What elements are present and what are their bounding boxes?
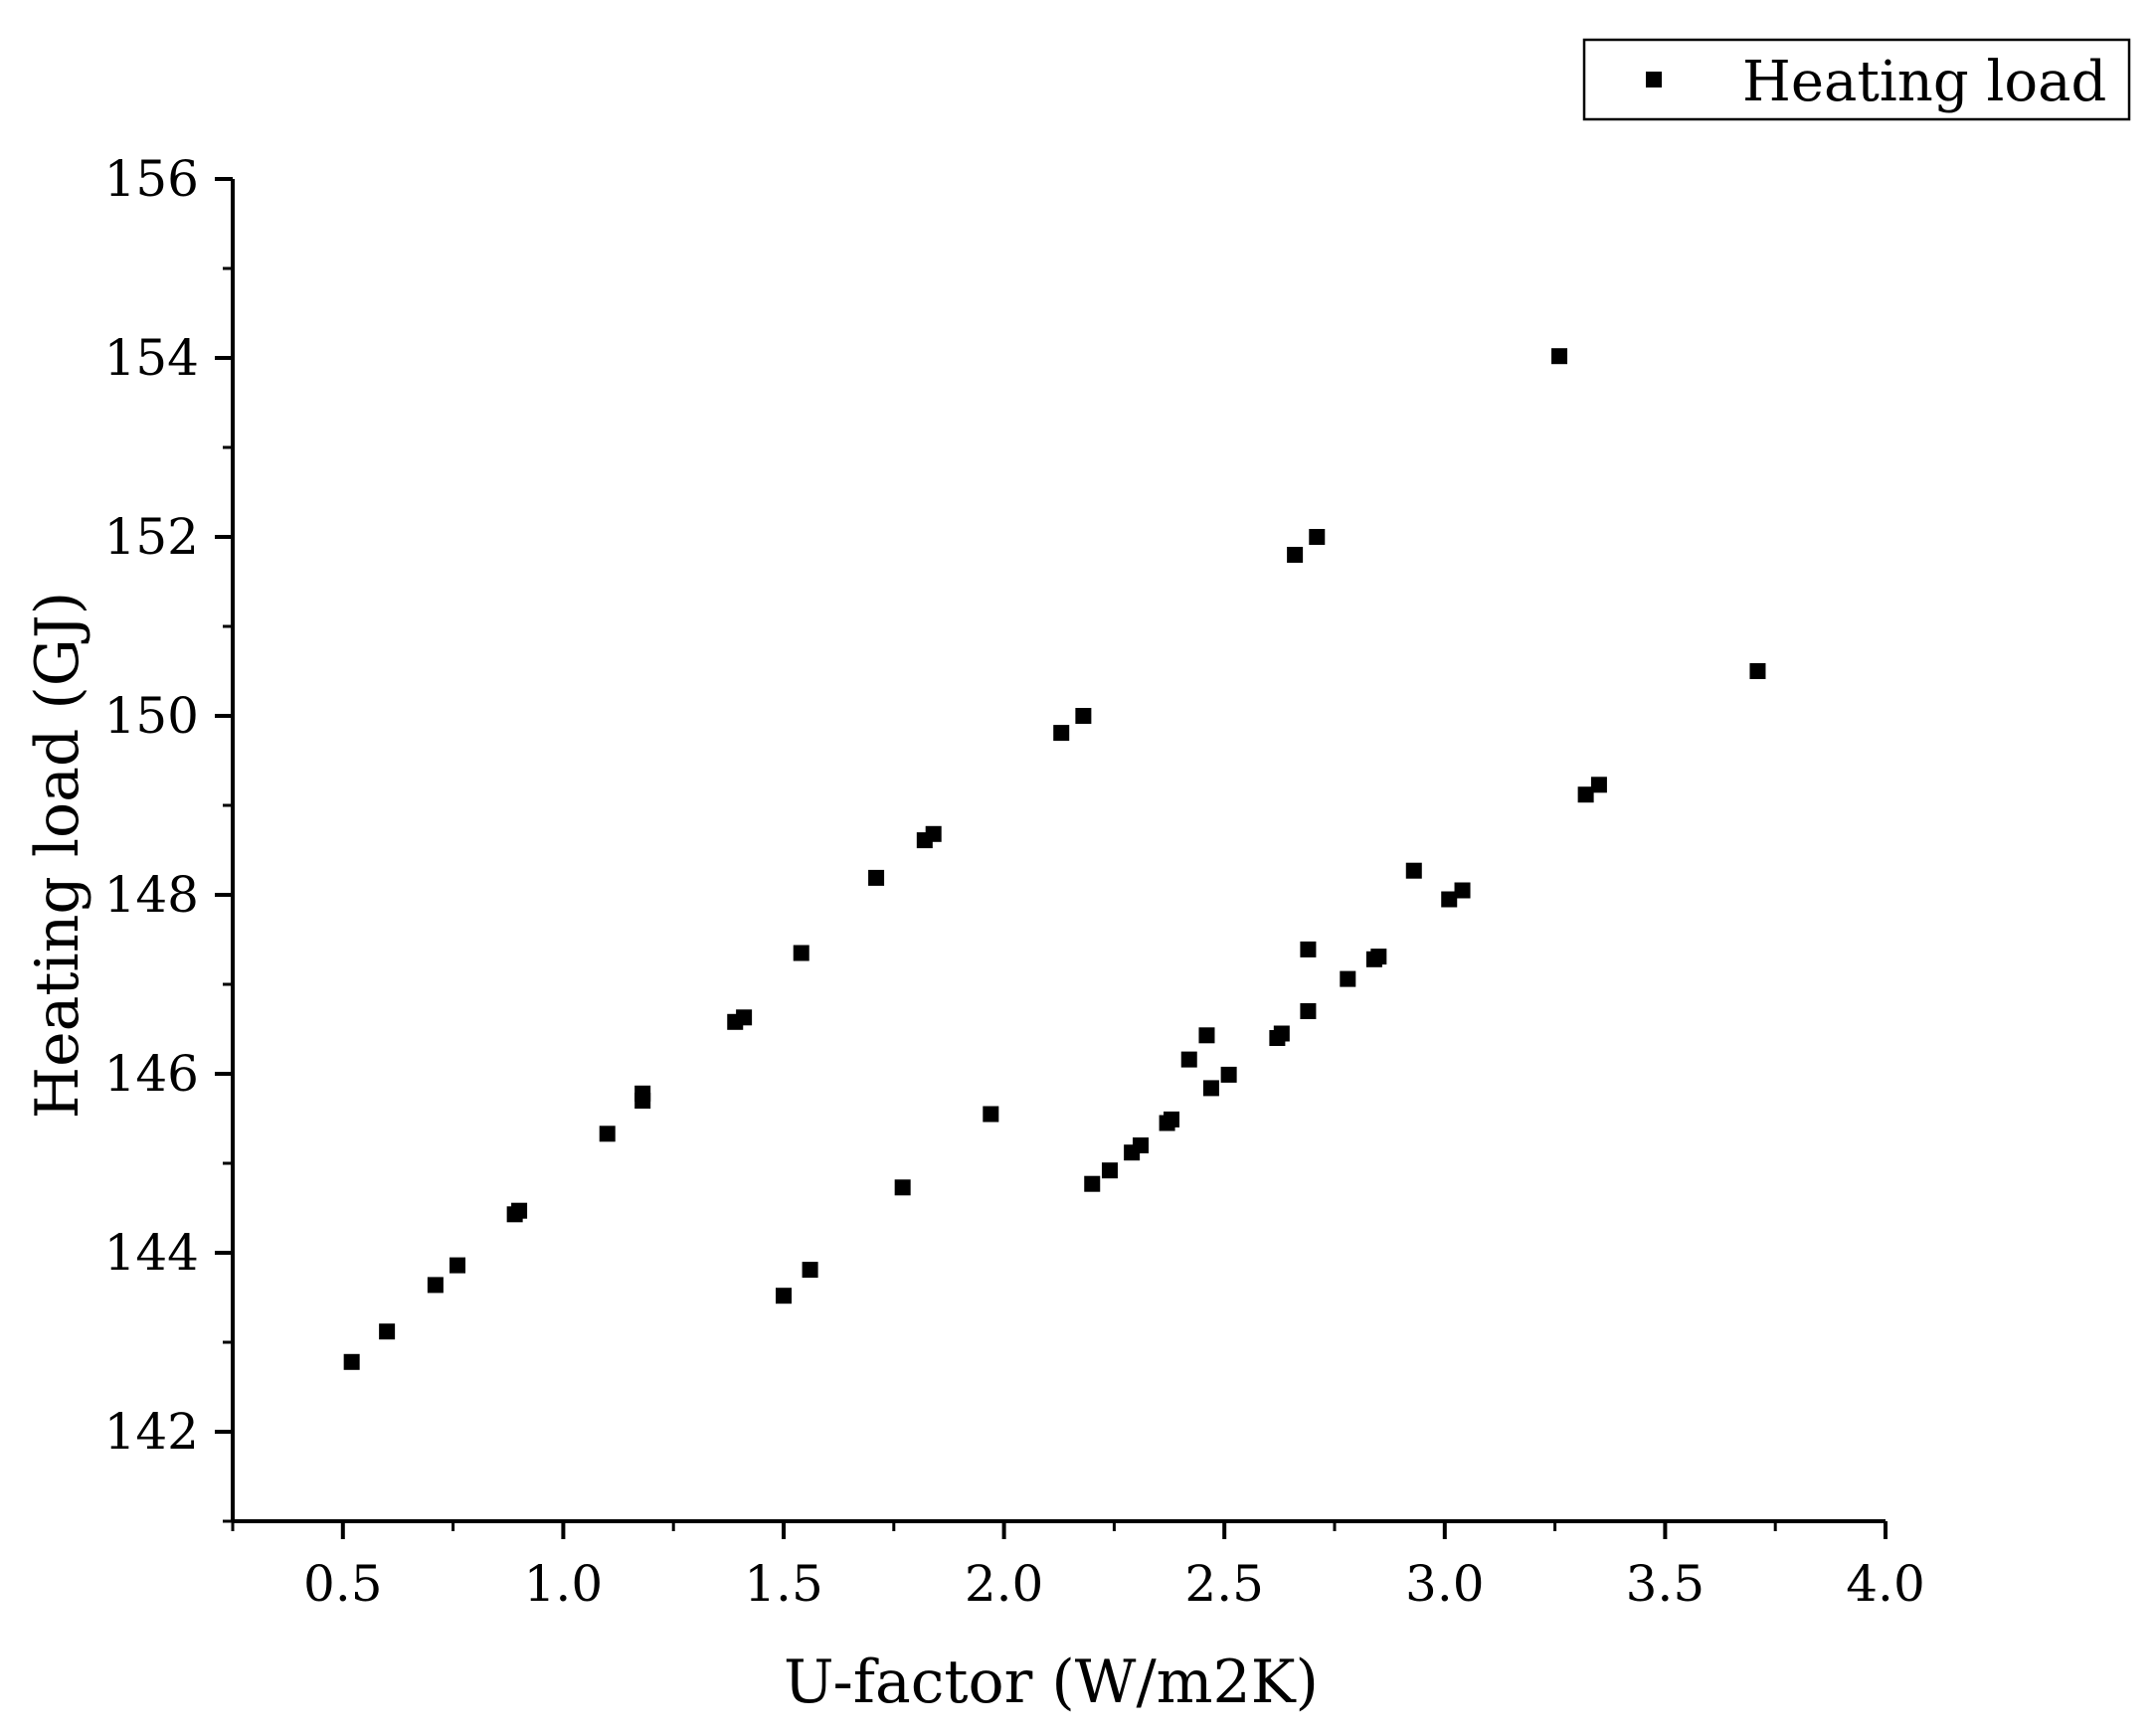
data-point <box>511 1202 528 1219</box>
data-point <box>1309 529 1326 545</box>
x-tick-label: 3.5 <box>1626 1555 1706 1613</box>
y-tick-label: 142 <box>104 1403 199 1461</box>
data-point <box>1441 891 1458 908</box>
data-points <box>343 348 1766 1370</box>
y-tick-label: 154 <box>104 329 199 387</box>
data-point <box>1300 941 1317 957</box>
data-point <box>1300 1003 1317 1019</box>
axes: 142 144 146 148 150 152 154 156 0.5 1.0 1.5 2.0 2.5 3… <box>104 150 1925 1613</box>
data-point <box>1198 1027 1215 1044</box>
x-tick-label: 3.0 <box>1405 1555 1485 1613</box>
x-tick-label: 4.0 <box>1846 1555 1925 1613</box>
x-tick-label: 2.0 <box>965 1555 1044 1613</box>
y-axis-title: Heating load (GJ) <box>23 592 92 1119</box>
data-point <box>1220 1066 1237 1083</box>
y-tick-label: 152 <box>104 508 199 566</box>
data-point <box>343 1353 360 1370</box>
data-point <box>1551 348 1568 365</box>
x-tick-label: 1.5 <box>744 1555 823 1613</box>
legend-marker <box>1646 72 1662 87</box>
data-point <box>1405 862 1422 879</box>
data-point <box>1577 786 1594 803</box>
y-tick-label: 148 <box>104 866 199 924</box>
data-point <box>634 1093 651 1109</box>
data-point <box>1180 1051 1197 1068</box>
data-point <box>449 1257 466 1274</box>
y-tick-label: 156 <box>104 150 199 208</box>
data-point <box>925 825 942 842</box>
data-point <box>894 1179 911 1196</box>
data-point <box>599 1126 616 1142</box>
data-point <box>1084 1175 1101 1192</box>
data-point <box>1340 970 1356 987</box>
x-axis-title: U-factor (W/m2K) <box>784 1648 1319 1717</box>
data-point <box>427 1277 444 1294</box>
data-point <box>1202 1080 1219 1097</box>
legend: Heating load <box>1582 38 2131 121</box>
data-point <box>379 1323 396 1340</box>
data-point <box>802 1262 818 1279</box>
data-point <box>1590 777 1607 793</box>
x-tick-label: 1.0 <box>524 1555 604 1613</box>
legend-label: Heating load <box>1742 50 2106 114</box>
x-tick-label: 2.5 <box>1184 1555 1264 1613</box>
data-point <box>1273 1025 1290 1042</box>
data-point <box>983 1106 999 1123</box>
data-point <box>793 945 809 961</box>
y-tick-label: 150 <box>104 687 199 745</box>
data-point <box>776 1288 792 1304</box>
data-point <box>736 1009 753 1026</box>
data-point <box>1370 949 1387 965</box>
data-point <box>1454 882 1471 899</box>
y-tick-label: 144 <box>104 1224 199 1282</box>
x-tick-label: 0.5 <box>303 1555 383 1613</box>
data-point <box>868 869 885 886</box>
legend-box <box>1582 38 2131 121</box>
data-point <box>1101 1162 1118 1179</box>
data-point <box>1749 663 1766 679</box>
y-tick-label: 146 <box>104 1045 199 1103</box>
data-point <box>1075 708 1092 724</box>
data-point <box>1053 725 1070 742</box>
data-point <box>1132 1137 1149 1153</box>
data-point <box>1287 547 1304 563</box>
data-point <box>1164 1111 1180 1128</box>
